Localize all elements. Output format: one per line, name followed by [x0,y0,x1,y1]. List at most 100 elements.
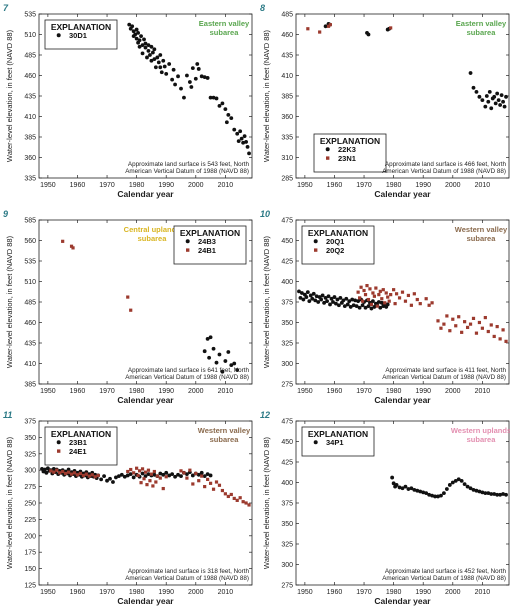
y-tick-label: 275 [281,583,293,590]
legend-entry: 20Q1 [326,237,344,246]
x-tick-label: 1970 [99,388,115,395]
legend-title: EXPLANATION [308,228,368,238]
x-tick-label: 1960 [70,589,86,596]
data-point [356,299,361,304]
data-point [185,472,189,477]
y-axis-title: Water-level elevation, in feet (NAVD 88) [262,436,271,569]
y-tick-label: 410 [281,73,293,80]
y-tick-label: 410 [24,361,36,368]
data-point [350,297,355,302]
data-point [474,90,479,94]
data-point [316,300,321,304]
data-point [468,322,473,326]
data-point [392,288,396,292]
legend-entry: 24B1 [198,246,216,255]
data-point [448,329,452,333]
data-point [158,476,162,480]
data-point [206,477,210,481]
x-tick-label: 1960 [327,388,343,395]
x-tick-label: 1950 [40,182,56,189]
data-point [308,293,313,298]
y-tick-label: 250 [24,501,36,508]
data-point [161,486,165,491]
data-point [66,467,71,472]
data-point [378,289,382,293]
land-surface-note: American Vertical Datum of 1988 (NAVD 88… [382,374,506,381]
data-point [153,65,158,70]
data-point [137,469,142,473]
data-point [239,136,244,141]
legend-marker [186,248,190,252]
data-point [155,474,159,478]
data-point [347,299,352,304]
y-tick-label: 350 [281,320,293,327]
data-point [143,470,148,474]
data-point [471,85,476,90]
legend-box [44,426,118,466]
hydrograph-panels: 1950 1960 1970 1980 1990 2000 2010 335 360 385 410… [3,3,510,606]
data-point [313,298,318,303]
data-point [338,296,343,300]
data-point [489,323,493,327]
data-point [403,299,408,303]
data-point [460,330,464,334]
data-point [217,103,222,108]
data-point [232,127,237,132]
data-point [412,292,416,296]
data-point [145,483,149,487]
data-point [149,44,154,49]
data-point [492,492,497,496]
land-surface-note: Approximate land surface is 641 feet, No… [128,367,250,374]
data-point [381,288,385,292]
data-point [148,53,152,57]
y-tick-label: 300 [281,361,293,368]
data-point [297,289,301,294]
land-surface-note: Approximate land surface is 466 feet, No… [385,161,507,168]
data-point [176,74,180,79]
data-point [220,369,225,374]
legend-entry: 20Q2 [326,246,344,255]
x-tick-label: 2010 [218,388,234,395]
data-point [161,472,166,477]
data-point [196,67,201,71]
legend-entry: 30D1 [69,31,87,40]
subarea-label: Central uplands [124,225,181,234]
data-point [132,471,136,475]
data-point [477,320,482,325]
data-point [375,304,379,308]
data-point [247,503,251,507]
data-point [311,291,316,296]
x-tick-label: 1980 [129,388,145,395]
data-point [193,76,198,81]
x-tick-label: 2010 [475,589,491,596]
data-point [139,481,143,485]
y-tick-label: 485 [281,12,293,19]
data-point [142,477,146,481]
data-point [241,500,245,504]
data-point [348,305,353,309]
x-axis-title: Calendar year [117,596,174,606]
data-point [409,303,413,307]
data-point [129,467,133,472]
data-point [223,359,228,363]
series-24E1 [49,466,251,507]
data-point [140,43,145,48]
subarea-label: Eastern valley [456,19,507,28]
data-point [471,316,476,320]
data-point [366,32,371,37]
data-point [232,361,237,366]
panel-number: 11 [3,410,12,420]
data-point [108,476,112,481]
panel-number: 9 [3,209,8,219]
legend-title: EXPLANATION [180,228,240,238]
x-axis-title: Calendar year [374,395,431,405]
data-point [171,67,176,72]
legend-entry: 23B1 [69,438,87,447]
y-tick-label: 385 [281,94,293,101]
data-point [457,315,461,319]
data-point [406,487,411,491]
data-point [483,491,488,496]
data-point [96,473,100,478]
data-point [483,315,487,320]
data-point [465,325,470,330]
